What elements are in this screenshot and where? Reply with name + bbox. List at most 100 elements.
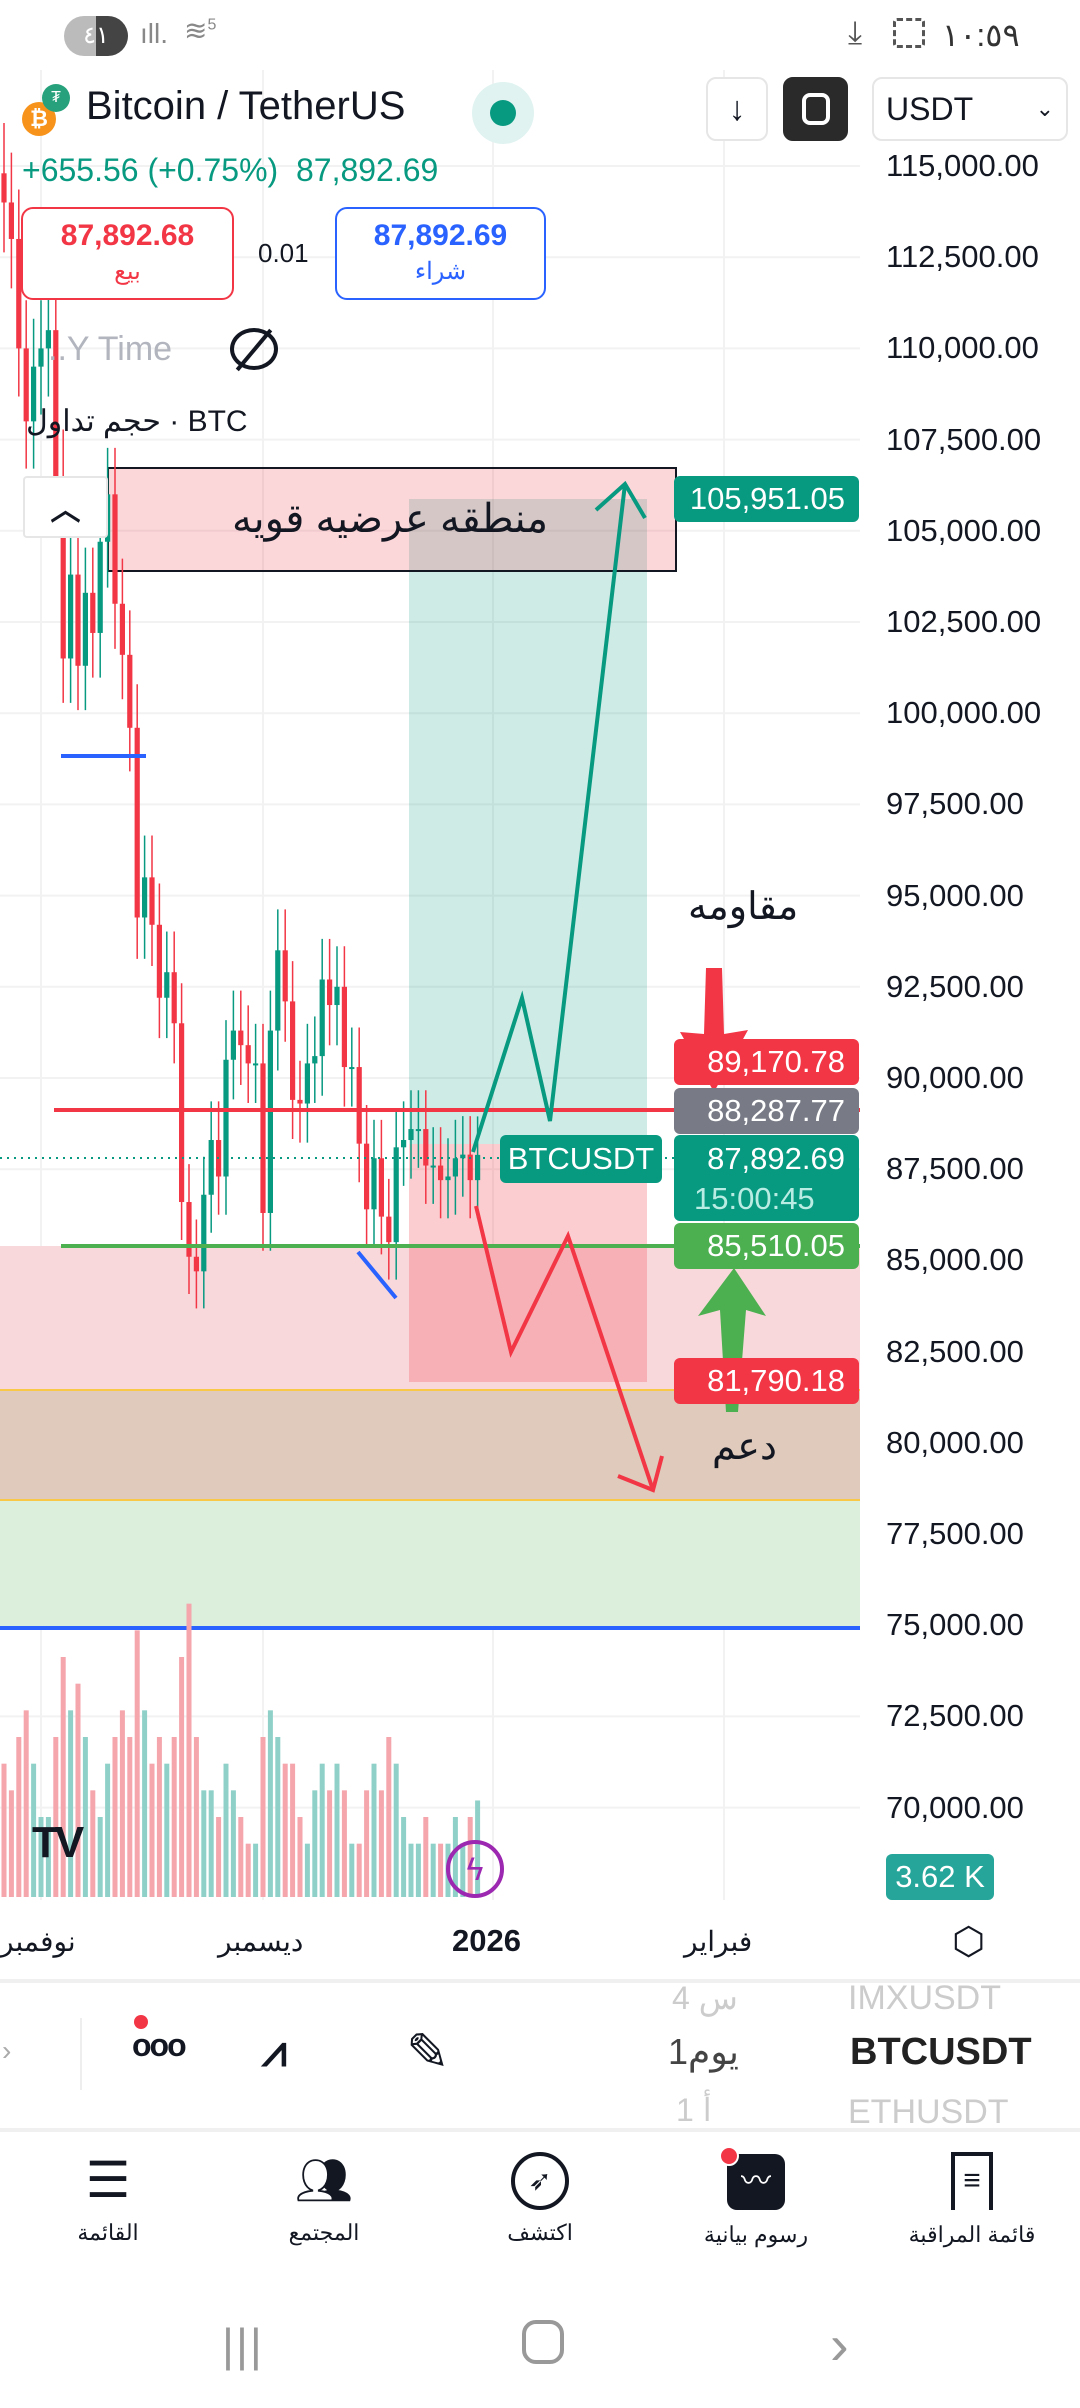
market-status-indicator[interactable]: [472, 82, 534, 144]
candle-body: [245, 1045, 251, 1064]
toolbar: › ooo ⩘ ✎ 4 س 1يوم 1 أ IMXUSDT BTCUSDT E…: [0, 1983, 1080, 2128]
volume-bar: [275, 1737, 281, 1897]
nav-menu[interactable]: ☰ القائمة: [0, 2140, 216, 2280]
nav-label: قائمة المراقبة: [908, 2222, 1036, 2247]
candle-body: [68, 574, 74, 659]
candle-body: [304, 1063, 310, 1104]
scroll-arrow-icon[interactable]: ›: [2, 2035, 12, 2066]
candle-body: [142, 877, 148, 918]
candle-body: [423, 1129, 429, 1166]
sell-button[interactable]: 87,892.68 بيع: [21, 207, 234, 300]
status-bar: ٤١ ıll. ≋5 ⤓ ١٠:٥٩: [0, 0, 1080, 66]
btc-logo-icon: ₿: [22, 102, 56, 136]
home-button[interactable]: [522, 2320, 564, 2364]
marker-price-label: 88,287.77: [674, 1088, 859, 1134]
candle-body: [208, 1140, 214, 1195]
volume-bar: [119, 1710, 125, 1897]
price-tick: 105,000.00: [886, 512, 1042, 548]
nav-community[interactable]: 👥︎ المجتمع: [216, 2140, 432, 2280]
nav-watchlist[interactable]: ≡ قائمة المراقبة: [864, 2140, 1080, 2280]
fullscreen-button[interactable]: [783, 77, 848, 141]
candle-body: [393, 1147, 399, 1243]
target-price-label: 105,951.05: [674, 476, 859, 522]
bar-countdown: 15:00:45: [694, 1181, 815, 1216]
candle-body: [171, 972, 177, 1024]
currency-select[interactable]: USDT ⌄: [872, 77, 1068, 141]
volume-bar: [327, 1790, 333, 1897]
candle-body: [267, 1030, 273, 1213]
resistance-price-label: 89,170.78: [674, 1039, 859, 1085]
nav-label: رسوم بيانية: [703, 2222, 809, 2247]
candle-body: [327, 979, 333, 1006]
back-button[interactable]: ›: [830, 2313, 849, 2376]
arrow-down-icon: ↓: [728, 89, 746, 128]
collapse-legend-button[interactable]: ︿: [23, 476, 108, 538]
volume-bar: [201, 1790, 207, 1897]
time-indicator-legend[interactable]: ..Y Time: [48, 330, 173, 368]
time-axis[interactable]: نوفمبر ديسمبر 2026 فبراير ⬡: [0, 1905, 1080, 1981]
volume-bar: [134, 1630, 140, 1897]
candle-body: [127, 654, 133, 728]
volume-bar: [349, 1843, 355, 1897]
volume-bar: [290, 1763, 296, 1897]
interval-prev[interactable]: 4 س: [672, 1983, 738, 2016]
candle-body: [467, 1154, 473, 1181]
symbol-prev[interactable]: IMXUSDT: [848, 1983, 1001, 2017]
volume-bar: [401, 1817, 407, 1897]
candle-body: [119, 603, 125, 655]
nav-charts[interactable]: 〰 رسوم بيانية: [648, 2140, 864, 2280]
eye-hidden-icon[interactable]: [230, 328, 278, 372]
volume-bar: [319, 1763, 325, 1897]
settings-hex-icon[interactable]: ⬡: [952, 1921, 986, 1963]
drawing-pencil-icon[interactable]: ✎: [406, 2024, 450, 2082]
price-tick: 95,000.00: [886, 877, 1024, 913]
interval-current[interactable]: 1يوم: [668, 2031, 739, 2072]
volume-bar: [304, 1843, 310, 1897]
stop-price-label: 81,790.18: [674, 1358, 859, 1404]
symbol-current[interactable]: BTCUSDT: [850, 2031, 1032, 2073]
volume-bar: [371, 1763, 377, 1897]
compass-icon: ➶: [511, 2152, 569, 2210]
volume-bar: [90, 1790, 96, 1897]
volume-legend[interactable]: حجم تداول · BTC: [26, 405, 248, 438]
price-tick: 100,000.00: [886, 695, 1042, 731]
candle-body: [438, 1165, 444, 1181]
watchlist-icon: ≡: [951, 2152, 993, 2210]
recent-apps-button[interactable]: |||: [222, 2319, 264, 2371]
signal-icon: ıll.: [140, 18, 168, 49]
resistance-label: مقاومه: [688, 886, 799, 928]
volume-bar: [82, 1737, 88, 1897]
support-zone-lower: [0, 1500, 860, 1628]
candle-body: [223, 1059, 229, 1177]
time-label-nov: نوفمبر: [0, 1926, 76, 1957]
candle-body: [230, 1030, 236, 1060]
price-tick: 80,000.00: [886, 1424, 1024, 1460]
symbol-next[interactable]: ETHUSDT: [848, 2093, 1009, 2128]
volume-bar: [142, 1710, 148, 1897]
candle-body: [82, 592, 88, 666]
indicators-icon[interactable]: ⩘: [262, 2027, 287, 2076]
community-icon: 👥︎: [294, 2154, 354, 2206]
current-price-label: 87,892.69 15:00:45: [674, 1135, 859, 1221]
price-chart[interactable]: [0, 0, 1080, 1960]
candle-body: [297, 1099, 303, 1104]
symbol-title[interactable]: Bitcoin / TetherUS: [86, 84, 406, 128]
volume-bar: [216, 1817, 222, 1897]
tradingview-logo[interactable]: TV: [32, 1818, 84, 1867]
volume-bar: [334, 1763, 340, 1897]
volume-bar: [45, 1817, 51, 1897]
price-tick: 75,000.00: [886, 1607, 1024, 1643]
candle-body: [452, 1158, 458, 1177]
download-button[interactable]: ↓: [706, 77, 768, 141]
buy-button[interactable]: 87,892.69 شراء: [335, 207, 546, 300]
lightning-icon[interactable]: ϟ: [446, 1840, 504, 1898]
nav-explore[interactable]: ➶ اكتشف: [432, 2140, 648, 2280]
change-value: +655.56 (+0.75%): [22, 152, 279, 188]
volume-bar: [282, 1763, 288, 1897]
volume-bar: [127, 1737, 133, 1897]
candle-body: [364, 1143, 370, 1210]
volume-bar: [245, 1843, 251, 1897]
more-indicators-icon[interactable]: ooo: [132, 2027, 187, 2063]
interval-next[interactable]: 1 أ: [676, 2092, 712, 2128]
divider: [0, 1979, 1080, 1983]
